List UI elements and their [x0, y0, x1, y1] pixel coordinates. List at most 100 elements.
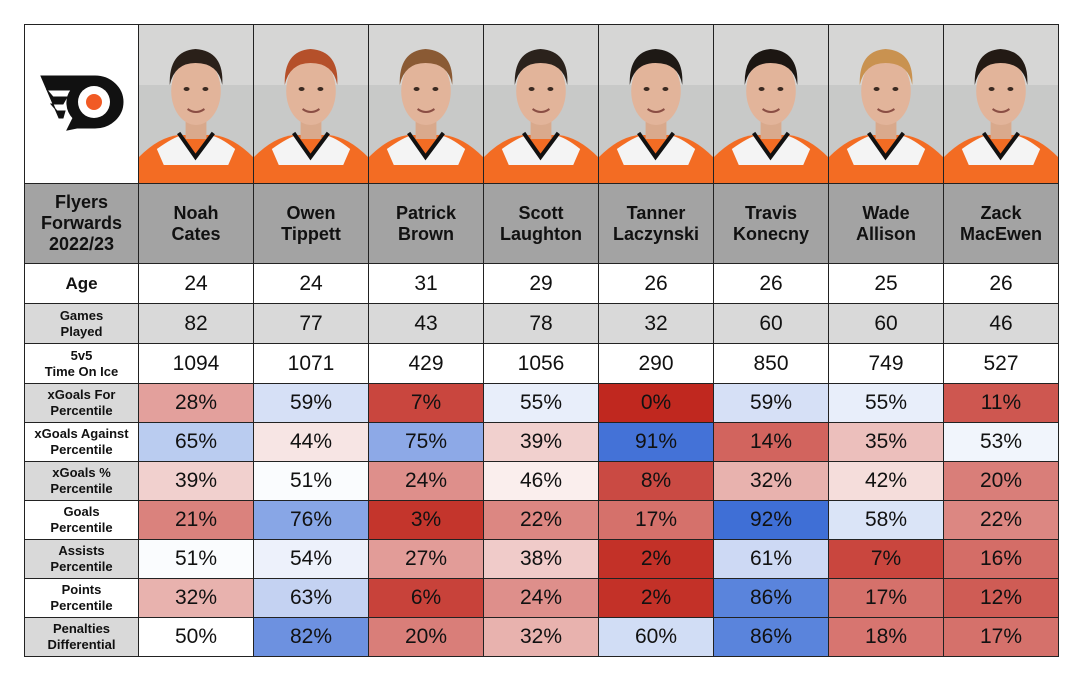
percentile-cell: 0% [598, 383, 714, 423]
row-label-line: Goals [63, 504, 100, 519]
player-first-name: Travis [744, 202, 798, 223]
percentile-row: xGoals % Percentile 39% 51% 24% 46% 8% 32% 42% 20… [24, 461, 1059, 501]
percentile-cell: 6% [368, 578, 484, 618]
player-last-name: Laczynski [612, 223, 700, 244]
table-row: 5v5 Time On Ice 1094 1071 429 1056 290 850 749 52… [24, 343, 1059, 384]
row-label: xGoals For Percentile [24, 383, 139, 423]
stat-cell: 29 [483, 263, 599, 304]
player-headshot-image [829, 25, 943, 183]
percentile-cell: 86% [713, 578, 829, 618]
row-label: Assists Percentile [24, 539, 139, 579]
percentile-cell: 59% [713, 383, 829, 423]
player-photo [828, 24, 944, 184]
percentile-cell: 58% [828, 500, 944, 540]
percentile-cell: 54% [253, 539, 369, 579]
percentile-cell: 17% [943, 617, 1059, 657]
player-name-header: Patrick Brown [368, 183, 484, 264]
percentile-cell: 21% [138, 500, 254, 540]
percentile-row: Penalties Differential 50% 82% 20% 32% 60% 86% 1… [24, 617, 1059, 657]
stat-cell: 1094 [138, 343, 254, 384]
table-row: Age 24 24 31 29 26 26 25 26 [24, 263, 1059, 304]
row-label: Age [24, 263, 139, 304]
player-headshot-image [369, 25, 483, 183]
player-headshot-image [599, 25, 713, 183]
player-last-name: Konecny [732, 223, 810, 244]
stat-cell: 78 [483, 303, 599, 344]
percentile-cell: 3% [368, 500, 484, 540]
player-photo [713, 24, 829, 184]
stat-cell: 429 [368, 343, 484, 384]
percentile-cell: 11% [943, 383, 1059, 423]
stat-cell: 31 [368, 263, 484, 304]
percentile-cell: 53% [943, 422, 1059, 462]
row-label-line: Assists [58, 543, 105, 558]
player-name-header: Wade Allison [828, 183, 944, 264]
stat-cell: 26 [943, 263, 1059, 304]
row-label-line: Played [60, 323, 103, 339]
stat-cell: 43 [368, 303, 484, 344]
logo-cell [24, 24, 139, 184]
percentile-cell: 82% [253, 617, 369, 657]
percentile-cell: 92% [713, 500, 829, 540]
percentile-cell: 63% [253, 578, 369, 618]
stat-cell: 24 [138, 263, 254, 304]
player-last-name: Allison [855, 223, 916, 244]
player-name-header: Tanner Laczynski [598, 183, 714, 264]
percentile-row: Points Percentile 32% 63% 6% 24% 2% 86% 17% 12% [24, 578, 1059, 618]
percentile-cell: 7% [368, 383, 484, 423]
player-last-name: Cates [171, 223, 221, 244]
percentile-cell: 18% [828, 617, 944, 657]
percentile-cell: 39% [483, 422, 599, 462]
percentile-cell: 17% [598, 500, 714, 540]
stat-cell: 26 [598, 263, 714, 304]
row-label-line: 5v5 [70, 347, 93, 363]
player-first-name: Owen [286, 202, 336, 223]
row-label-line: Time On Ice [44, 363, 119, 379]
percentile-cell: 20% [368, 617, 484, 657]
player-headshot-image [714, 25, 828, 183]
percentile-cell: 32% [138, 578, 254, 618]
percentile-cell: 16% [943, 539, 1059, 579]
player-name-header: Scott Laughton [483, 183, 599, 264]
percentile-cell: 22% [943, 500, 1059, 540]
player-first-name: Wade [862, 202, 910, 223]
player-name-header: Owen Tippett [253, 183, 369, 264]
percentile-row: Goals Percentile 21% 76% 3% 22% 17% 92% 58% 22% [24, 500, 1059, 540]
player-headshot-image [484, 25, 598, 183]
row-label-line: Percentile [50, 520, 113, 535]
percentile-cell: 2% [598, 578, 714, 618]
percentile-cell: 55% [828, 383, 944, 423]
photo-row [24, 24, 1059, 184]
stat-cell: 26 [713, 263, 829, 304]
row-label-line: xGoals For [47, 387, 116, 402]
player-last-name: Brown [398, 223, 454, 244]
player-headshot-image [254, 25, 368, 183]
stat-cell: 46 [943, 303, 1059, 344]
percentile-cell: 46% [483, 461, 599, 501]
percentile-cell: 7% [828, 539, 944, 579]
percentile-cell: 76% [253, 500, 369, 540]
percentile-cell: 59% [253, 383, 369, 423]
row-label-line: Percentile [50, 559, 113, 574]
percentile-cell: 86% [713, 617, 829, 657]
row-label: 5v5 Time On Ice [24, 343, 139, 384]
row-label-line: xGoals Against [34, 426, 129, 441]
percentile-cell: 42% [828, 461, 944, 501]
stat-cell: 1056 [483, 343, 599, 384]
table-row: Games Played 82 77 43 78 32 60 60 46 [24, 303, 1059, 344]
player-first-name: Zack [980, 202, 1022, 223]
percentile-cell: 55% [483, 383, 599, 423]
stat-cell: 60 [713, 303, 829, 344]
percentile-row: xGoals For Percentile 28% 59% 7% 55% 0% 59% 55% 1… [24, 383, 1059, 423]
row-label-line: Percentile [50, 481, 113, 496]
percentile-row: Assists Percentile 51% 54% 27% 38% 2% 61% 7% 16% [24, 539, 1059, 579]
row-label-line: Penalties [52, 621, 111, 636]
percentile-cell: 22% [483, 500, 599, 540]
stat-cell: 527 [943, 343, 1059, 384]
player-headshot-image [944, 25, 1058, 183]
player-last-name: Tippett [281, 223, 341, 244]
title-line: Flyers [54, 192, 109, 212]
percentile-cell: 38% [483, 539, 599, 579]
percentile-cell: 8% [598, 461, 714, 501]
row-label: xGoals Against Percentile [24, 422, 139, 462]
